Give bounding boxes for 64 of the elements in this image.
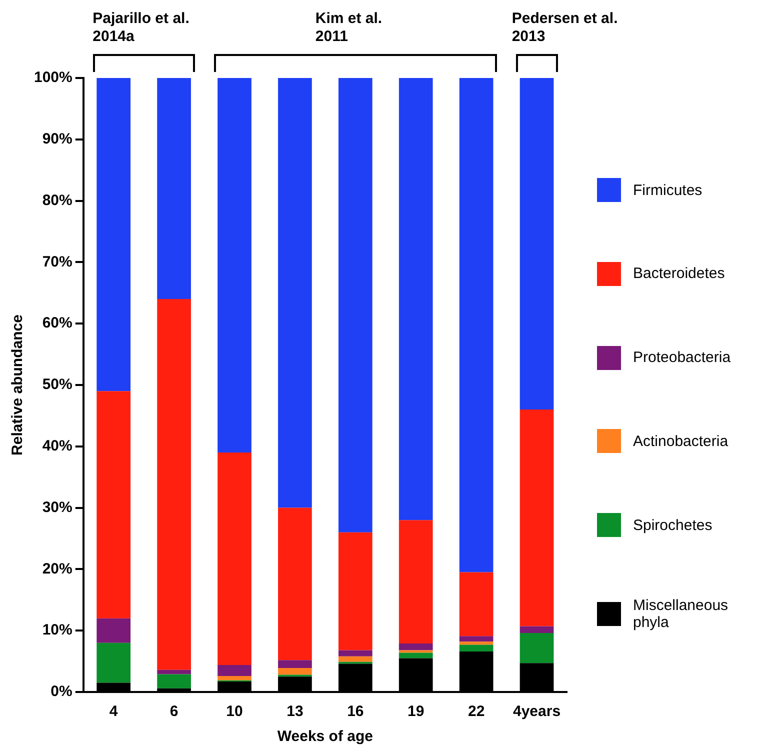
x-tick-label: 4years (512, 703, 561, 720)
bar (459, 636, 494, 642)
bar (278, 508, 312, 660)
bar (398, 78, 433, 520)
y-tick-label: 70% (42, 253, 72, 270)
x-tick-label: 10 (226, 703, 243, 720)
bar (398, 643, 433, 650)
bar (218, 452, 252, 665)
legend-label: Spirochetes (633, 516, 714, 534)
legend-label: Firmicutes (633, 182, 704, 198)
bar (96, 78, 131, 392)
bar (338, 532, 372, 650)
bar (459, 644, 494, 652)
y-tick-label: 0% (50, 683, 72, 700)
y-tick-label: 90% (42, 130, 72, 148)
bar (278, 660, 312, 668)
bar (459, 642, 494, 645)
bar (459, 78, 494, 572)
bar (218, 78, 252, 453)
bar (278, 78, 312, 508)
bar (96, 391, 131, 618)
bar (398, 650, 433, 653)
bar (157, 78, 191, 300)
y-tick-label: 10% (42, 622, 72, 639)
bar (157, 674, 191, 688)
y-axis-title: Relative abundance (9, 314, 26, 456)
legend-label: Proteobacteria (633, 349, 732, 366)
bar (338, 650, 372, 656)
y-tick-label: 40% (42, 438, 72, 455)
y-tick-label: 20% (42, 560, 72, 578)
bar (338, 78, 372, 532)
x-tick-label: 13 (286, 703, 304, 720)
legend-label: Bacteroidetes (633, 265, 726, 282)
x-tick-label: 16 (347, 703, 364, 720)
bar (96, 618, 131, 643)
x-tick-label: 4 (109, 703, 118, 720)
y-tick-label: 100% (34, 69, 72, 86)
bar (520, 633, 554, 664)
y-tick-label: 50% (42, 376, 72, 394)
text: Kim et al. 2011 (315, 10, 382, 46)
bar (459, 572, 494, 636)
y-tick-label: 60% (42, 314, 72, 332)
bar (96, 642, 131, 683)
text: Pedersen et al. 2013 (512, 10, 618, 46)
bar (218, 664, 252, 676)
bar (157, 299, 191, 670)
x-tick-label: 19 (408, 703, 424, 720)
legend-label: Miscellaneous phyla (633, 597, 730, 632)
bar (398, 652, 433, 658)
text: Pajarillo et al. 2014a (92, 10, 190, 46)
bar (520, 410, 554, 626)
bar (338, 656, 372, 662)
y-tick-label: 30% (42, 498, 72, 516)
x-axis-title: Weeks of age (277, 728, 373, 746)
bar (520, 78, 554, 410)
bar (278, 668, 312, 675)
bar (218, 676, 252, 680)
x-tick-label: 22 (468, 703, 485, 720)
bar (157, 670, 191, 674)
bar (520, 626, 554, 634)
x-tick-label: 6 (170, 703, 178, 720)
y-tick-label: 80% (42, 192, 72, 209)
legend-label: Actinobacteria (633, 432, 730, 450)
bar (398, 520, 433, 644)
